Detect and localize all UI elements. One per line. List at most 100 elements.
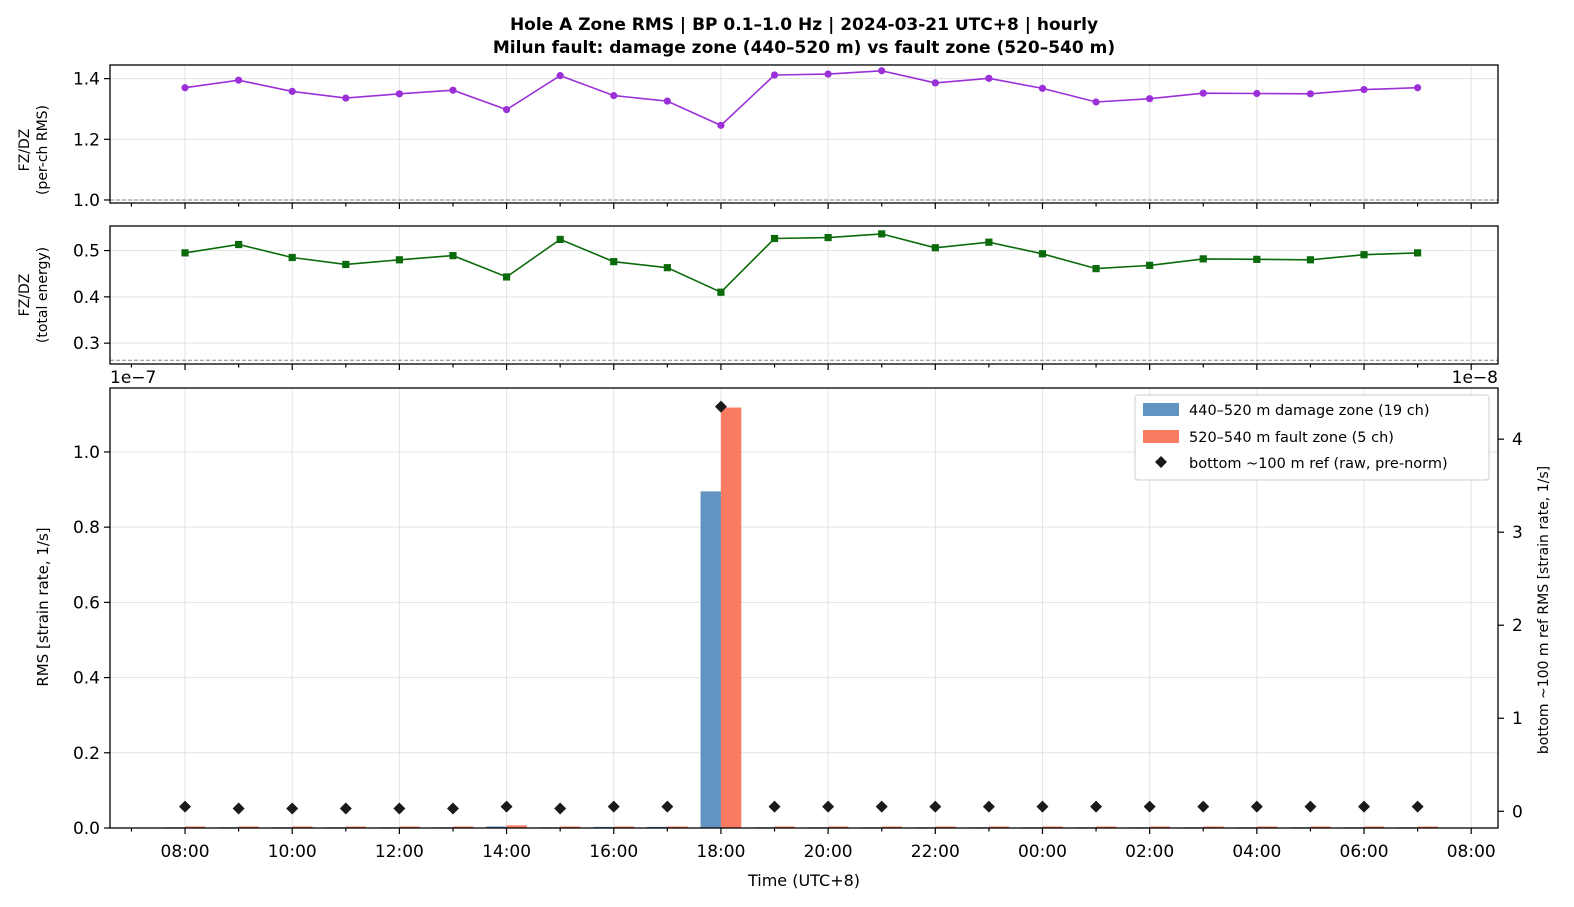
x-tick-label: 04:00 xyxy=(1232,842,1281,862)
panel2-x-ticks xyxy=(130,364,1472,370)
bar-fault-zone xyxy=(720,407,742,828)
reference-point xyxy=(1304,800,1317,813)
bar-fault-zone xyxy=(988,826,1010,828)
panel2-y-tick-label: 0.3 xyxy=(73,334,100,354)
panel1-y-tick-label: 1.4 xyxy=(73,70,100,90)
bar-fault-zone xyxy=(828,826,849,828)
legend-box xyxy=(1134,394,1490,481)
panel3-y-tick-label: 0.8 xyxy=(73,518,100,538)
panel1-point xyxy=(931,79,939,87)
bar-fault-zone xyxy=(452,826,474,828)
panel2-point xyxy=(610,258,618,266)
x-tick-label: 12:00 xyxy=(375,842,424,862)
reference-point xyxy=(1090,800,1103,813)
legend-label-reference: bottom ~100 m ref (raw, pre-norm) xyxy=(1189,456,1448,472)
panel3-y-tick-label: 1.0 xyxy=(73,443,100,463)
panel3-frame xyxy=(109,387,1499,829)
reference-point xyxy=(1358,800,1371,813)
x-tick-label: 02:00 xyxy=(1125,842,1174,862)
panel3-ref-markers xyxy=(179,400,1424,815)
reference-point xyxy=(875,800,888,813)
panel1-point xyxy=(502,105,511,114)
panel1-point xyxy=(449,86,457,94)
panel2-grid xyxy=(110,226,1498,364)
reference-point xyxy=(768,800,781,813)
bar-fault-zone xyxy=(238,826,259,828)
bar-fault-zone xyxy=(292,826,313,828)
x-tick-label: 22:00 xyxy=(911,842,960,862)
panel1-point xyxy=(878,67,886,75)
bar-fault-zone xyxy=(1203,826,1224,828)
panel1-point xyxy=(1360,85,1368,94)
panel2-ylabel-sub: (total energy) xyxy=(35,247,51,343)
panel2-point xyxy=(449,252,457,260)
reference-point xyxy=(822,800,835,813)
panel1-point xyxy=(610,92,618,100)
panel2-point xyxy=(235,240,243,249)
panel1-point xyxy=(556,72,564,80)
panel2-point xyxy=(717,288,725,296)
reference-point xyxy=(500,800,513,813)
panel2-point xyxy=(342,260,350,269)
panel-per-channel-ratio: 1.0 1.2 1.4 FZ/DZ (per-ch RMS) xyxy=(17,64,1499,211)
panel2-point xyxy=(1038,250,1047,258)
panel3-y-ticks-right: 0 1 2 3 4 xyxy=(1498,430,1523,822)
bar-fault-zone xyxy=(399,826,420,828)
panel3-y-tick-label-right: 1 xyxy=(1512,709,1523,729)
legend-label-damage-zone: 440–520 m damage zone (19 ch) xyxy=(1189,403,1430,419)
panel3-y-ticks-left: 0.0 0.2 0.4 0.6 0.8 1.0 xyxy=(73,443,110,839)
panel2-point xyxy=(985,238,993,246)
reference-point xyxy=(1036,800,1049,813)
panel1-ratio-line xyxy=(184,69,1418,127)
bar-fault-zone xyxy=(881,826,903,828)
left-axis-offset-label: 1e−7 xyxy=(110,368,156,388)
panel2-point xyxy=(556,235,564,244)
reference-point xyxy=(1411,800,1424,813)
reference-point xyxy=(929,800,942,813)
panel3-ylabel-left: RMS [strain rate, 1/s] xyxy=(34,527,52,686)
panel3-y-tick-label-right: 4 xyxy=(1512,430,1523,450)
legend-label-fault-zone: 520–540 m fault zone (5 ch) xyxy=(1189,430,1394,446)
panel1-point xyxy=(985,74,993,82)
panel2-point xyxy=(824,233,832,242)
reference-point xyxy=(982,800,995,813)
reference-point xyxy=(1143,800,1156,813)
panel2-ratio-line xyxy=(184,233,1418,294)
panel2-frame xyxy=(109,225,1499,365)
reference-point xyxy=(661,800,674,813)
panel1-point xyxy=(1414,84,1422,92)
panel2-y-ticks: 0.3 0.4 0.5 xyxy=(73,242,110,354)
bar-fault-zone xyxy=(345,826,367,828)
bar-fault-zone xyxy=(1310,826,1331,828)
x-tick-label: 14:00 xyxy=(482,842,531,862)
panel2-point xyxy=(1306,256,1315,264)
panel1-ylabel-sub: (per-ch RMS) xyxy=(35,105,51,195)
chart-title: Hole A Zone RMS | BP 0.1–1.0 Hz | 2024-0… xyxy=(510,15,1098,35)
right-axis-offset-label: 1e−8 xyxy=(1452,368,1498,388)
panel-total-energy-ratio: 0.3 0.4 0.5 FZ/DZ (total energy) xyxy=(17,225,1499,370)
panel2-y-tick-label: 0.4 xyxy=(73,288,100,308)
x-tick-label: 08:00 xyxy=(1447,842,1496,862)
panel1-point xyxy=(770,71,779,79)
panel2-point xyxy=(878,230,886,238)
panel1-point xyxy=(824,70,832,78)
panel1-point xyxy=(1306,90,1315,98)
x-tick-label: 00:00 xyxy=(1018,842,1067,862)
panel1-point xyxy=(235,76,243,84)
bar-damage-zone xyxy=(700,491,721,828)
bar-fault-zone xyxy=(1042,826,1063,828)
bar-fault-zone xyxy=(1364,826,1385,828)
panel2-point xyxy=(1146,261,1154,269)
legend-swatch-fault-zone xyxy=(1143,430,1179,443)
panel2-point xyxy=(502,273,511,281)
panel2-point xyxy=(1092,265,1100,273)
panel1-point xyxy=(1199,89,1207,97)
x-tick-label: 16:00 xyxy=(589,842,638,862)
panel2-point xyxy=(770,234,779,243)
bar-fault-zone xyxy=(1096,826,1117,828)
panel3-ylabel-right: bottom ~100 m ref RMS [strain rate, 1/s] xyxy=(1536,466,1552,754)
panel2-point xyxy=(1253,255,1261,263)
panel2-point xyxy=(1360,251,1368,259)
reference-point xyxy=(714,400,727,413)
panel1-frame xyxy=(109,64,1499,204)
